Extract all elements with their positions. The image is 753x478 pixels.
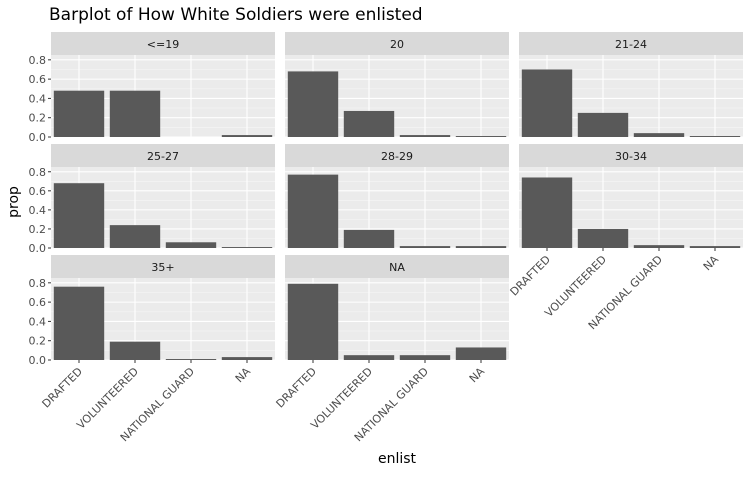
y-tick-label: 0.0 xyxy=(29,131,47,144)
bar xyxy=(633,245,685,248)
bar xyxy=(343,355,395,360)
x-tick-label: DRAFTED xyxy=(274,365,320,411)
bar xyxy=(165,359,217,360)
y-tick-label: 0.2 xyxy=(29,223,47,236)
facet-strip-label: 28-29 xyxy=(381,150,413,163)
y-tick-label: 0.6 xyxy=(29,296,47,309)
y-tick-label: 0.8 xyxy=(29,54,47,67)
bar xyxy=(399,135,451,137)
facet-strip xyxy=(285,32,509,55)
facet-strip-label: <=19 xyxy=(147,38,179,51)
bar xyxy=(109,341,161,360)
x-tick-label: NA xyxy=(701,253,722,274)
bar xyxy=(343,229,395,248)
x-axis-title: enlist xyxy=(378,451,417,467)
y-tick-label: 0.2 xyxy=(29,335,47,348)
facet-strip-label: NA xyxy=(389,261,405,274)
y-tick-label: 0.6 xyxy=(29,185,47,198)
y-tick-label: 0.6 xyxy=(29,73,47,86)
y-tick-label: 0.4 xyxy=(29,204,47,217)
x-tick-label: DRAFTED xyxy=(40,365,86,411)
facet-strip xyxy=(51,144,275,167)
x-tick-label: NA xyxy=(233,365,254,386)
facet-strip xyxy=(519,144,743,167)
facet-strip xyxy=(285,255,509,278)
y-tick-label: 0.4 xyxy=(29,315,47,328)
bar xyxy=(53,183,105,248)
bar xyxy=(53,90,105,137)
y-axis-title: prop xyxy=(6,186,22,218)
y-tick-label: 0.0 xyxy=(29,354,47,367)
facet-panel: 21-24 xyxy=(519,32,743,138)
facet-strip-label: 30-34 xyxy=(615,150,647,163)
bar xyxy=(577,228,629,248)
bar xyxy=(521,69,573,137)
y-tick-label: 0.8 xyxy=(29,277,47,290)
bar xyxy=(287,71,339,137)
facet-strip-label: 21-24 xyxy=(615,38,647,51)
bar xyxy=(399,246,451,248)
bar xyxy=(633,133,685,137)
bar xyxy=(455,347,507,360)
y-tick-label: 0.2 xyxy=(29,112,47,125)
facet-strip xyxy=(51,255,275,278)
bar xyxy=(343,110,395,137)
facet-strip xyxy=(51,32,275,55)
facet-strip-label: 35+ xyxy=(151,261,174,274)
bar xyxy=(287,283,339,360)
bar xyxy=(521,177,573,248)
facet-strip xyxy=(519,32,743,55)
bar xyxy=(577,112,629,137)
facet-panels: <=19 0.0 0.2 0.4 0.6 0.8 20 21-24 25-27 0.0 0.2 0.4… xyxy=(29,32,743,444)
facet-panel: 28-29 xyxy=(285,144,509,249)
bar xyxy=(455,246,507,248)
bar xyxy=(109,225,161,248)
bar xyxy=(689,246,741,248)
y-tick-label: 0.0 xyxy=(29,242,47,255)
bar xyxy=(221,247,273,248)
facet-panel: <=19 0.0 0.2 0.4 0.6 0.8 xyxy=(29,32,275,144)
x-tick-label: DRAFTED xyxy=(508,253,554,299)
bar xyxy=(53,286,105,360)
facet-panel: 35+0.00.20.40.60.8DRAFTEDVOLUNTEEREDNATI… xyxy=(29,255,275,444)
bar xyxy=(287,174,339,248)
facet-strip xyxy=(285,144,509,167)
facet-panel: 20 xyxy=(285,32,509,138)
x-tick-label: NA xyxy=(467,365,488,386)
bar xyxy=(109,90,161,137)
facet-strip-label: 25-27 xyxy=(147,150,179,163)
bar xyxy=(689,136,741,137)
y-tick-label: 0.4 xyxy=(29,92,47,105)
bar xyxy=(165,242,217,248)
facet-panel: 25-27 0.0 0.2 0.4 0.6 0.8 xyxy=(29,144,275,255)
facet-strip-label: 20 xyxy=(390,38,404,51)
y-tick-label: 0.8 xyxy=(29,166,47,179)
chart-title: Barplot of How White Soldiers were enlis… xyxy=(49,5,423,25)
bar xyxy=(455,136,507,137)
bar xyxy=(399,355,451,360)
bar xyxy=(221,135,273,137)
bar xyxy=(221,357,273,360)
